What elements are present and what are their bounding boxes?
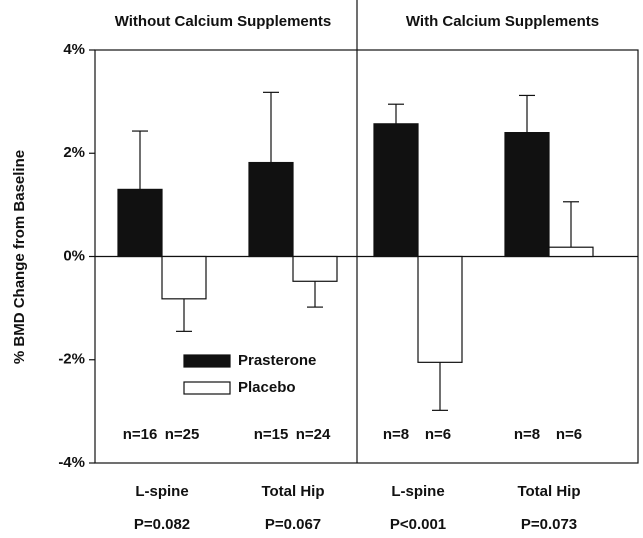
y-tick-label: -2%	[58, 351, 85, 368]
bar	[292, 255, 338, 282]
n-label: n=16	[123, 426, 158, 443]
bar	[248, 161, 294, 258]
x-tick-label: L-spine	[391, 483, 444, 500]
bar	[504, 132, 550, 258]
p-value: P=0.082	[134, 516, 190, 533]
bar	[373, 123, 419, 258]
y-tick-label: 4%	[63, 41, 85, 58]
y-tick-label: 2%	[63, 144, 85, 161]
bar	[117, 188, 163, 258]
p-value: P<0.001	[390, 516, 446, 533]
bar	[417, 255, 463, 363]
legend-swatch	[183, 354, 231, 368]
x-tick-label: L-spine	[135, 483, 188, 500]
bar	[161, 255, 207, 300]
n-label: n=6	[425, 426, 451, 443]
n-label: n=15	[254, 426, 289, 443]
n-label: n=25	[165, 426, 200, 443]
p-value: P=0.073	[521, 516, 577, 533]
y-tick-label: 0%	[63, 247, 85, 264]
panel-title: Without Calcium Supplements	[115, 13, 332, 30]
legend-swatch	[183, 381, 231, 395]
x-tick-label: Total Hip	[261, 483, 324, 500]
p-value: P=0.067	[265, 516, 321, 533]
legend-label: Placebo	[238, 379, 296, 396]
y-tick-label: -4%	[58, 454, 85, 471]
n-label: n=8	[514, 426, 540, 443]
n-label: n=6	[556, 426, 582, 443]
n-label: n=24	[296, 426, 331, 443]
n-label: n=8	[383, 426, 409, 443]
panel-title: With Calcium Supplements	[406, 13, 599, 30]
legend-label: Prasterone	[238, 352, 316, 369]
bar	[548, 246, 594, 258]
y-axis-label: % BMD Change from Baseline	[11, 150, 28, 364]
x-tick-label: Total Hip	[517, 483, 580, 500]
